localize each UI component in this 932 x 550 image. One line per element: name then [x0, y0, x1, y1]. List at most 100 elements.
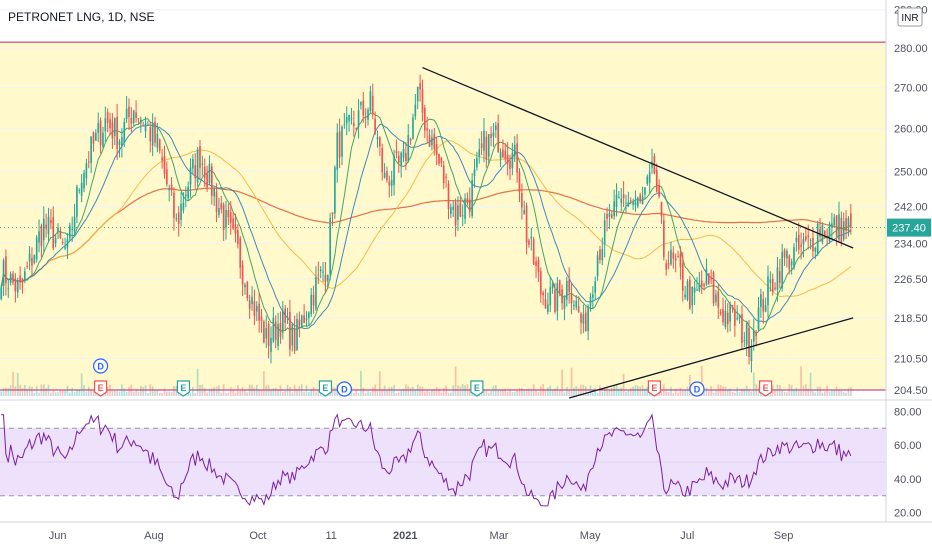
- volume-bar: [66, 385, 69, 396]
- trendlines[interactable]: [422, 66, 854, 399]
- volume-bar: [601, 391, 604, 396]
- earnings-marker[interactable]: E: [176, 380, 191, 397]
- candle-body: [173, 192, 175, 218]
- volume-bar: [618, 388, 620, 396]
- volume-bar: [679, 387, 682, 396]
- volume-bar: [748, 389, 750, 396]
- volume-bar: [47, 384, 50, 396]
- candle: [350, 107, 353, 125]
- candle: [672, 246, 675, 269]
- dividend-marker[interactable]: D: [92, 358, 109, 374]
- candle-body: [771, 278, 774, 292]
- candle: [537, 256, 540, 283]
- volume-bar: [156, 389, 159, 396]
- earnings-marker[interactable]: E: [318, 380, 333, 397]
- rsi-axis[interactable]: 80.00 60.00 40.00 20.00: [894, 406, 922, 519]
- time-axis[interactable]: Jun Aug Oct 11 2021 Mar May Jul Sep: [49, 530, 794, 542]
- volume-bar: [793, 390, 795, 396]
- volume-bars: [0, 366, 852, 396]
- candle-body: [232, 218, 234, 229]
- volume-bar: [175, 385, 178, 396]
- candle: [234, 213, 237, 243]
- volume-bar: [485, 389, 488, 396]
- candle: [445, 173, 447, 188]
- candle-body: [790, 261, 793, 266]
- candle: [781, 244, 784, 292]
- event-markers[interactable]: D E E E D E E D E: [92, 358, 773, 397]
- volume-bar: [466, 384, 469, 396]
- volume-bar: [379, 371, 381, 396]
- earnings-label: E: [474, 383, 480, 393]
- candle: [407, 123, 410, 163]
- candle: [464, 193, 466, 224]
- candle: [639, 192, 642, 204]
- candle-body: [521, 192, 523, 208]
- volume-bar: [362, 387, 365, 396]
- candle-body: [274, 321, 277, 340]
- candle-body: [156, 133, 159, 148]
- candle: [281, 301, 284, 340]
- candle-body: [42, 218, 45, 241]
- candle: [457, 196, 459, 231]
- candle: [416, 86, 419, 110]
- candle: [684, 286, 686, 300]
- candle: [743, 331, 746, 348]
- trendline-upper: [422, 66, 854, 249]
- candle-body: [450, 207, 452, 215]
- candle: [255, 301, 258, 322]
- volume-bar: [132, 391, 135, 396]
- candle-body: [348, 114, 350, 122]
- candle: [551, 281, 554, 294]
- candle: [724, 299, 727, 330]
- dividend-circle: [336, 381, 352, 397]
- candle: [258, 292, 260, 333]
- volume-bar: [442, 387, 445, 396]
- candle: [618, 190, 620, 199]
- volume-bar: [305, 385, 308, 396]
- dividend-marker[interactable]: D: [336, 381, 352, 397]
- candle: [322, 261, 324, 282]
- candle: [296, 313, 298, 351]
- candle: [208, 155, 211, 186]
- candle-body: [104, 118, 107, 132]
- earnings-marker[interactable]: E: [93, 380, 108, 397]
- volume-bar: [196, 368, 199, 396]
- dividend-circle: [92, 358, 109, 374]
- candle: [203, 158, 206, 187]
- candle-body: [849, 213, 852, 228]
- candle-body: [731, 305, 734, 309]
- volume-bar: [300, 384, 303, 396]
- volume-bar: [634, 384, 637, 396]
- volume-bar: [497, 390, 500, 396]
- candle: [369, 85, 372, 113]
- candle: [381, 143, 384, 181]
- dividend-marker[interactable]: D: [689, 381, 705, 397]
- volume-bar: [523, 389, 526, 396]
- earnings-marker[interactable]: E: [759, 380, 773, 397]
- candle-body: [324, 274, 327, 283]
- candle-body: [705, 269, 708, 285]
- earnings-label: E: [180, 383, 186, 393]
- volume-bar: [705, 387, 708, 396]
- candle: [632, 198, 634, 210]
- candle: [800, 232, 802, 260]
- volume-bar: [589, 385, 592, 396]
- candlestick-series[interactable]: [0, 74, 852, 373]
- volume-bar: [135, 388, 137, 396]
- currency-box[interactable]: [897, 7, 923, 27]
- earnings-marker[interactable]: E: [647, 380, 661, 397]
- candle-body: [38, 231, 40, 243]
- rsi-pane[interactable]: [0, 413, 886, 507]
- volume-bar: [819, 386, 821, 396]
- volume-bar: [786, 392, 788, 396]
- candle-body: [215, 191, 218, 212]
- volume-bar: [544, 390, 547, 396]
- volume-bar: [80, 373, 83, 396]
- candle-body: [144, 123, 147, 132]
- earnings-marker[interactable]: E: [470, 380, 484, 397]
- candle-body: [556, 283, 559, 312]
- volume-bar: [622, 373, 625, 396]
- candle-body: [838, 214, 840, 240]
- price-axis[interactable]: 290.00280.00270.00260.00250.00242.00234.…: [894, 5, 928, 397]
